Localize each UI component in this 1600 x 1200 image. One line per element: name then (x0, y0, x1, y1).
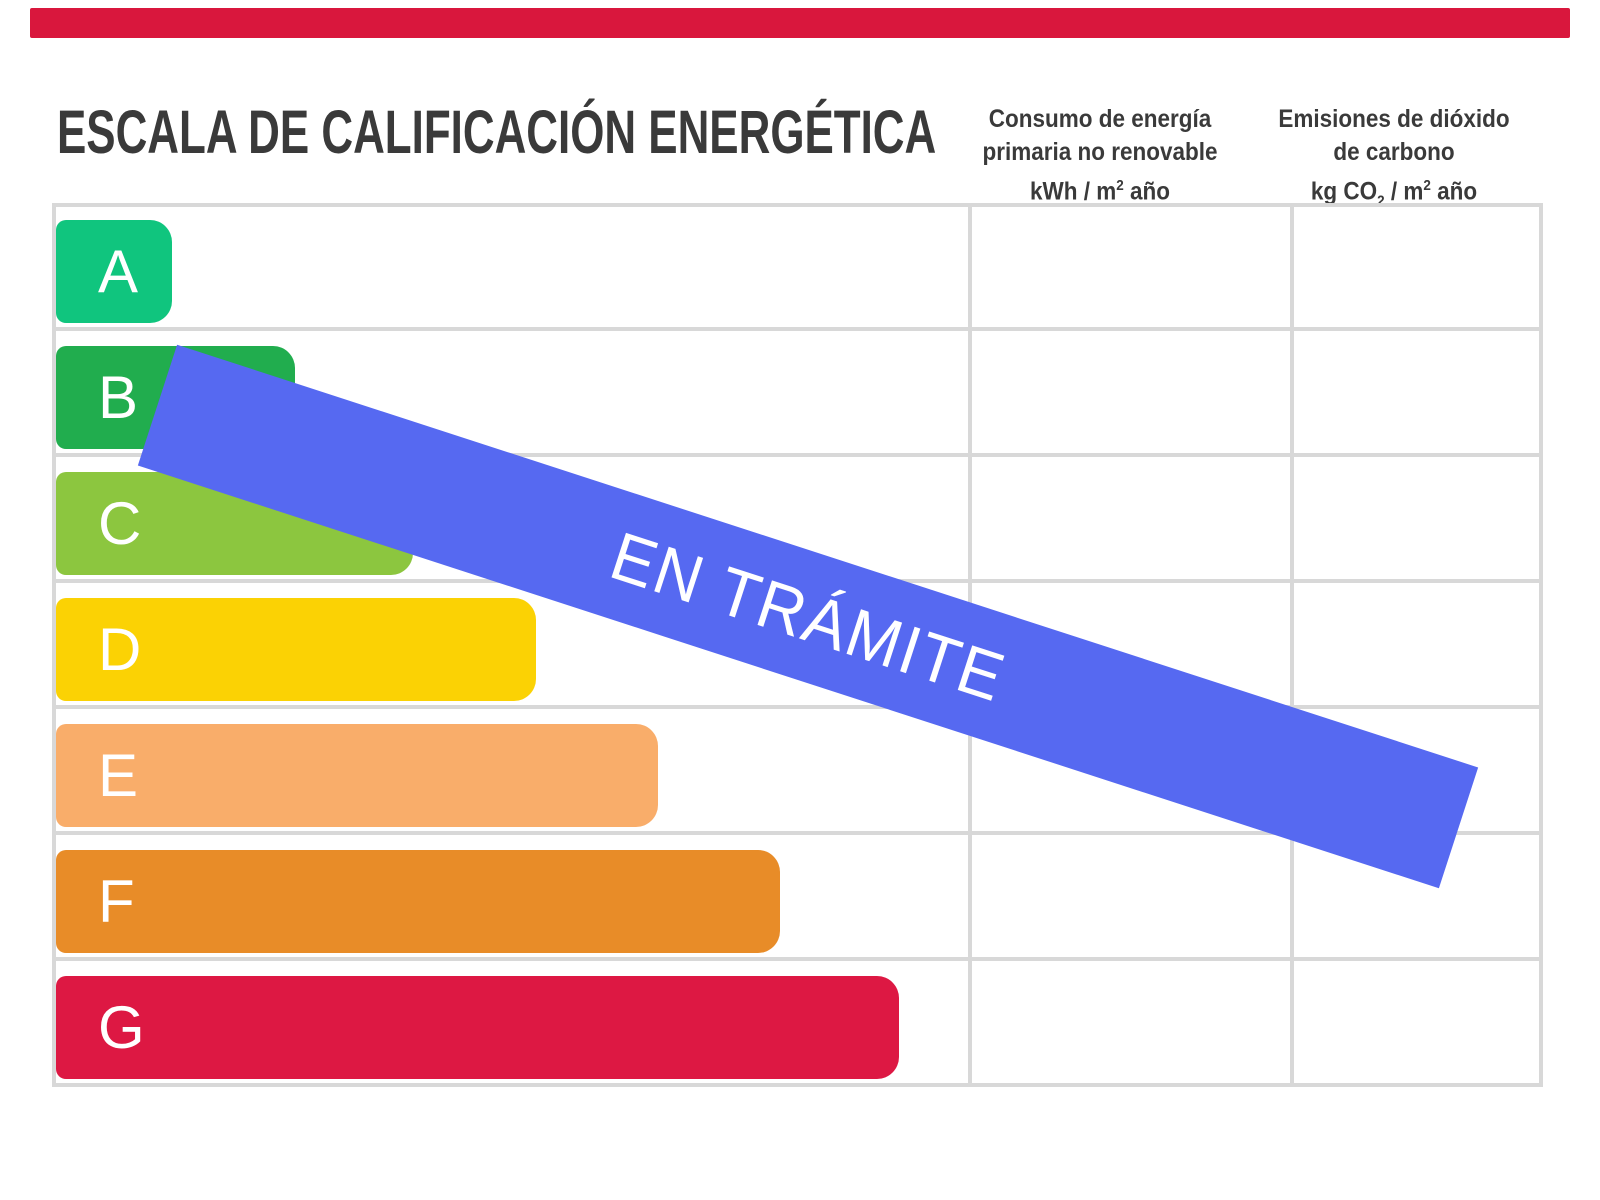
grid-hline-5 (56, 831, 1539, 835)
column-header-consumption: Consumo de energía primaria no renovable… (947, 103, 1253, 208)
top-red-bar (30, 8, 1570, 38)
rating-bar-e: E (56, 724, 658, 827)
rating-label-g: G (98, 993, 145, 1061)
page-title: ESCALA DE CALIFICACIÓN ENERGÉTICA (57, 98, 937, 166)
rating-bar-d: D (56, 598, 536, 701)
consumption-header-unit: kWh / m2 año (1029, 177, 1171, 206)
rating-label-d: D (98, 615, 142, 683)
rating-label-f: F (98, 867, 135, 935)
rating-label-c: C (98, 489, 142, 557)
rating-label-b: B (98, 363, 139, 431)
rating-label-e: E (98, 741, 139, 809)
rating-label-a: A (98, 237, 139, 305)
grid-hline-2 (56, 453, 1539, 457)
emissions-header-line1: Emisiones de dióxido (1278, 105, 1510, 133)
emissions-header-line2: de carbono (1333, 138, 1455, 166)
grid-vline-emissions (1290, 207, 1294, 1083)
grid-hline-1 (56, 327, 1539, 331)
emissions-header-unit: kg CO2 / m2 año (1310, 177, 1478, 210)
rating-bar-f: F (56, 850, 780, 953)
rating-bar-a: A (56, 220, 172, 323)
column-header-emissions: Emisiones de dióxido de carbono kg CO2 /… (1241, 103, 1547, 217)
rating-bar-g: G (56, 976, 899, 1079)
consumption-header-line2: primaria no renovable (982, 138, 1218, 166)
grid-hline-6 (56, 957, 1539, 961)
consumption-header-line1: Consumo de energía (988, 105, 1212, 133)
grid-hline-4 (56, 705, 1539, 709)
